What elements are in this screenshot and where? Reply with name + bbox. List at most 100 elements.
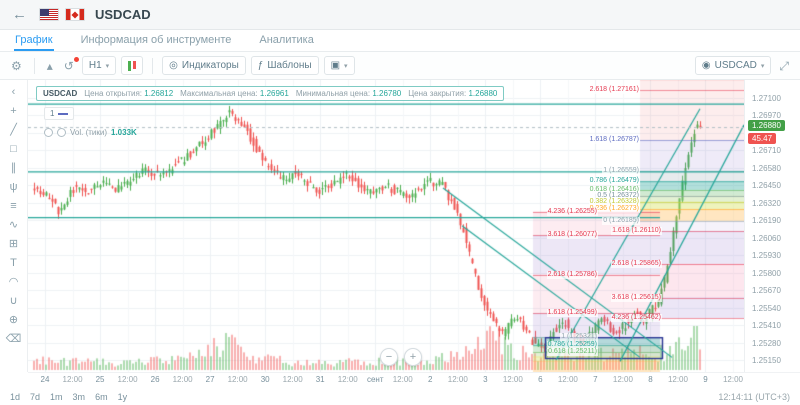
ohlc-bar: USDCAD Цена открытия: 1.26812 Максимальн… xyxy=(36,86,505,101)
server-clock: 12:14:11 (UTC+3) xyxy=(718,391,790,402)
drawing-toolbar: ‹ + ╱ □ ∥ ψ ≡ ∿ ⊞ T ◠ ∪ ⊕ ⌫ xyxy=(0,80,28,372)
indicators-button[interactable]: ◎ Индикаторы xyxy=(162,56,246,75)
indicator-settings-icon[interactable] xyxy=(44,128,53,137)
time-label: 12:00 xyxy=(447,375,468,384)
divider xyxy=(33,57,35,74)
range-1y[interactable]: 1y xyxy=(117,391,128,402)
price-tick: 1.25930 xyxy=(752,251,781,261)
symbol-select[interactable]: ◉ USDCAD ▾ xyxy=(694,56,772,75)
time-axis[interactable]: 24 12:00 25 12:00 26 12:00 27 12:00 30 12:00 31 12:… xyxy=(28,372,800,386)
price-tick: 1.25280 xyxy=(752,338,781,348)
instrument-title: USDCAD xyxy=(95,7,151,22)
back-icon[interactable]: ← xyxy=(12,6,27,23)
settings-gear-icon[interactable]: ⚙ xyxy=(11,58,22,73)
tab-active[interactable]: График xyxy=(14,30,54,51)
range-7d[interactable]: 7d xyxy=(30,391,41,402)
instrument-header: ← USDCAD xyxy=(0,0,800,30)
undo-badge xyxy=(73,56,79,62)
magnet-icon[interactable]: ∪ xyxy=(9,295,18,307)
ohlc-symbol: USDCAD xyxy=(43,89,78,98)
price-tick: 1.25150 xyxy=(752,356,781,366)
price-tick: 1.26970 xyxy=(752,111,781,121)
snapshot-button[interactable]: ▣ ▾ xyxy=(323,56,355,75)
range-6m[interactable]: 6m xyxy=(95,391,108,402)
range-1d[interactable]: 1d xyxy=(10,391,21,402)
time-label: 27 xyxy=(205,375,215,384)
price-tick: 1.25410 xyxy=(752,321,781,331)
time-label: 2 xyxy=(428,375,433,384)
collapse-tools-icon[interactable]: ‹ xyxy=(11,85,16,98)
tab-item[interactable]: Аналитика xyxy=(259,33,314,46)
templates-button[interactable]: ƒ Шаблоны xyxy=(250,56,319,75)
templates-icon: ƒ xyxy=(257,60,264,71)
divider xyxy=(152,57,154,74)
chart-type-button[interactable] xyxy=(121,56,144,75)
ohlc-low: Минимальная цена: 1.26780 xyxy=(295,89,402,98)
time-label: 12:00 xyxy=(722,375,744,384)
zoom-in-icon[interactable]: ⊕ xyxy=(8,314,19,326)
ca-flag-icon xyxy=(65,8,85,21)
channel-icon[interactable]: ∥ xyxy=(10,162,17,174)
undo-icon[interactable]: ↺ xyxy=(61,56,79,72)
arc-icon[interactable]: ◠ xyxy=(8,276,19,288)
time-label: 12:00 xyxy=(557,375,578,384)
time-label: 12:00 xyxy=(62,375,83,384)
candlestick-icon xyxy=(128,60,137,71)
time-label: 12:00 xyxy=(502,375,523,384)
range-1m[interactable]: 1m xyxy=(50,391,63,402)
tabs: График Информация об инструменте Аналитика xyxy=(0,30,800,52)
trend-line-icon[interactable]: ╱ xyxy=(10,124,17,136)
timeframe-select[interactable]: H1 ▾ xyxy=(81,56,117,75)
time-label: 26 xyxy=(150,375,160,384)
pitchfork-icon[interactable]: ψ xyxy=(9,180,18,193)
time-label: 30 xyxy=(260,375,270,384)
time-label: 12:00 xyxy=(392,375,413,384)
ma-legend[interactable]: 1 xyxy=(44,107,75,120)
shapes-icon[interactable]: □ xyxy=(10,142,17,155)
price-tick: 1.25670 xyxy=(752,286,781,296)
price-axis[interactable]: 1.26880 45.47 1.27100 1.26970 1.26710 1.265… xyxy=(744,80,800,372)
price-tick: 1.26450 xyxy=(752,181,781,191)
volume-legend[interactable]: Vol. (тики) 1.033K xyxy=(44,128,137,137)
time-label: 12:00 xyxy=(667,375,688,384)
price-tick: 1.26190 xyxy=(752,216,781,226)
time-label: 12:00 xyxy=(337,375,358,384)
time-label: сент xyxy=(366,375,384,384)
time-label: 25 xyxy=(95,375,105,384)
text-icon[interactable]: T xyxy=(10,256,17,269)
zoom-in-button[interactable]: + xyxy=(404,348,422,366)
price-tick: 1.27100 xyxy=(752,94,781,103)
footer: 1d 7d 1m 3m 6m 1y 12:14:11 (UTC+3) xyxy=(0,388,800,405)
fullscreen-icon[interactable]: ⤢ xyxy=(779,58,789,73)
instrument-icon: ◉ xyxy=(701,60,711,71)
fibonacci-icon[interactable]: ≡ xyxy=(10,199,17,212)
time-label: 3 xyxy=(483,375,488,384)
snapshot-icon: ▣ xyxy=(330,60,341,71)
time-label: 12:00 xyxy=(172,375,193,384)
range-3m[interactable]: 3m xyxy=(72,391,86,402)
chevron-down-icon: ▾ xyxy=(760,62,765,70)
ranges: 1d 7d 1m 3m 6m 1y xyxy=(10,392,127,402)
ma-line-sample xyxy=(58,112,69,115)
zoom-out-button[interactable]: − xyxy=(380,348,398,366)
time-label: 12:00 xyxy=(282,375,303,384)
remove-drawings-icon[interactable]: ⌫ xyxy=(5,333,22,345)
us-flag-icon xyxy=(39,8,59,21)
time-label: 8 xyxy=(648,375,653,384)
chart-canvas[interactable] xyxy=(28,80,744,372)
collapse-toolbar-icon[interactable]: ▴ xyxy=(46,58,53,73)
indicator-close-icon[interactable] xyxy=(57,128,66,137)
ohlc-close: Цена закрытия: 1.26880 xyxy=(408,89,498,98)
waves-icon[interactable]: ∿ xyxy=(8,219,19,231)
patterns-icon[interactable]: ⊞ xyxy=(8,238,19,250)
tab-item[interactable]: Информация об инструменте xyxy=(80,33,232,46)
time-label: 31 xyxy=(315,375,325,384)
cursor-crosshair-icon[interactable]: + xyxy=(10,104,17,117)
chart-toolbar: ⚙ ▴ ↺ H1 ▾ ◎ Индикаторы ƒ Шаблоны ▣ ▾ ◉ USDC… xyxy=(0,52,800,80)
price-tick: 1.25800 xyxy=(752,268,781,278)
chevron-down-icon: ▾ xyxy=(105,62,110,70)
price-tick: 1.26580 xyxy=(752,163,781,173)
indicators-icon: ◎ xyxy=(169,60,178,71)
price-tick: 1.26710 xyxy=(752,146,781,156)
